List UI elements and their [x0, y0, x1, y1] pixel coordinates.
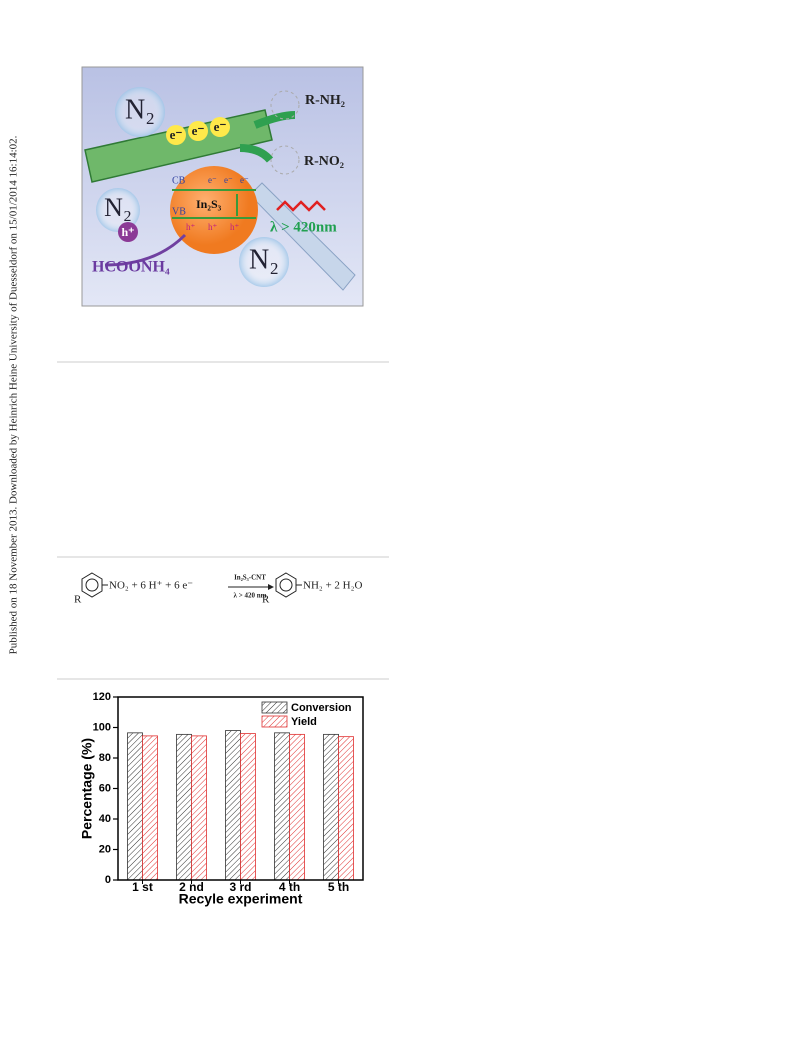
y-tick-label: 20	[99, 843, 111, 855]
y-tick-label: 80	[99, 752, 111, 764]
bar	[240, 733, 256, 881]
hole-ball	[118, 222, 138, 242]
equation-terms: NH₂ + 2 H₂O	[303, 580, 362, 592]
band-hole: h⁺	[230, 222, 240, 232]
benzene-ring	[81, 572, 103, 598]
equation-condition: λ > 420 nm	[234, 592, 267, 600]
product-label: R-NH₂	[305, 93, 345, 108]
equation-terms: NO₂ + 6 H⁺ + 6 e⁻	[109, 580, 193, 592]
graphic: N₂ N₂ N₂ R-NH₂ R-NO₂ e⁻ e⁻ e⁻ e⁻ e⁻ e⁻ C…	[81, 66, 364, 307]
plot-frame	[117, 696, 364, 881]
light-wave	[276, 200, 326, 212]
bar	[142, 735, 158, 881]
bar	[176, 733, 192, 881]
x-tick-label: 3 rd	[229, 880, 251, 894]
bubble	[239, 237, 289, 287]
y-tick-label: 120	[93, 691, 111, 703]
band-hole: h⁺	[186, 222, 196, 232]
n2-label: N₂	[125, 94, 155, 125]
band-electron: e⁻	[208, 175, 217, 185]
x-tick-label: 1 st	[132, 880, 153, 894]
bar	[323, 733, 339, 881]
bar	[274, 732, 290, 881]
nanotube	[249, 182, 356, 291]
electron-ball	[166, 125, 186, 145]
legend-label: Conversion	[291, 702, 352, 714]
x-tick-label: 4 th	[279, 880, 300, 894]
ring-circle	[85, 578, 99, 592]
donor-label: HCOONH₄	[92, 259, 170, 276]
side-note: Published on 18 November 2013. Downloade…	[8, 135, 20, 654]
ring-circle	[279, 578, 293, 592]
equation-catalyst: In₂S₃-CNT	[234, 574, 266, 582]
electron: e⁻	[170, 127, 183, 142]
hole: h⁺	[121, 225, 134, 239]
arrow	[253, 111, 296, 129]
bubble	[96, 188, 140, 232]
electron: e⁻	[214, 119, 227, 134]
molecule	[270, 145, 300, 175]
y-tick-label: 40	[99, 813, 111, 825]
y-tick-label: 60	[99, 782, 111, 794]
reactant-label: R-NO₂	[304, 154, 344, 169]
band-hole: h⁺	[208, 222, 218, 232]
bar-chart: 0 20 40 60 80 100 120 1 st 2 nd 3 rd 4 th 5 th Recyl…	[79, 691, 364, 907]
arrow-head	[268, 584, 274, 590]
legend-label: Yield	[291, 716, 317, 728]
arrow	[104, 233, 187, 267]
cb-label: CB	[172, 175, 186, 186]
bar	[289, 733, 305, 881]
bar	[338, 736, 354, 881]
arrow	[239, 144, 274, 163]
substituent: R	[262, 594, 270, 606]
n2-label: N₂	[104, 193, 132, 222]
y-axis-label: Percentage (%)	[79, 738, 95, 839]
x-tick-label: 2 nd	[179, 880, 204, 894]
n2-label: N₂	[249, 244, 279, 275]
bar	[191, 735, 207, 881]
x-axis-label: Recyle experiment	[179, 891, 303, 907]
particle	[170, 166, 258, 254]
electron: e⁻	[192, 123, 205, 138]
band-electron: e⁻	[224, 175, 233, 185]
molecule	[270, 90, 300, 120]
electron-ball	[210, 117, 230, 137]
bar	[225, 730, 241, 881]
light-label: λ > 420nm	[270, 219, 337, 235]
electron-ball	[188, 121, 208, 141]
y-tick-label: 100	[93, 721, 111, 733]
bubble	[115, 87, 165, 137]
x-tick-label: 5 th	[328, 880, 349, 894]
legend-swatch	[261, 715, 288, 728]
legend-swatch	[261, 701, 288, 714]
benzene-ring	[275, 572, 297, 598]
substituent: R	[74, 594, 82, 606]
y-tick-label: 0	[105, 874, 111, 886]
vb-label: VB	[172, 206, 186, 217]
bar	[127, 732, 143, 881]
band-electron: e⁻	[240, 175, 249, 185]
catalyst-label: In₂S₃	[196, 197, 222, 211]
equation: R NO₂ + 6 H⁺ + 6 e⁻ In₂S₃-CNT λ > 420 nm…	[74, 572, 362, 606]
